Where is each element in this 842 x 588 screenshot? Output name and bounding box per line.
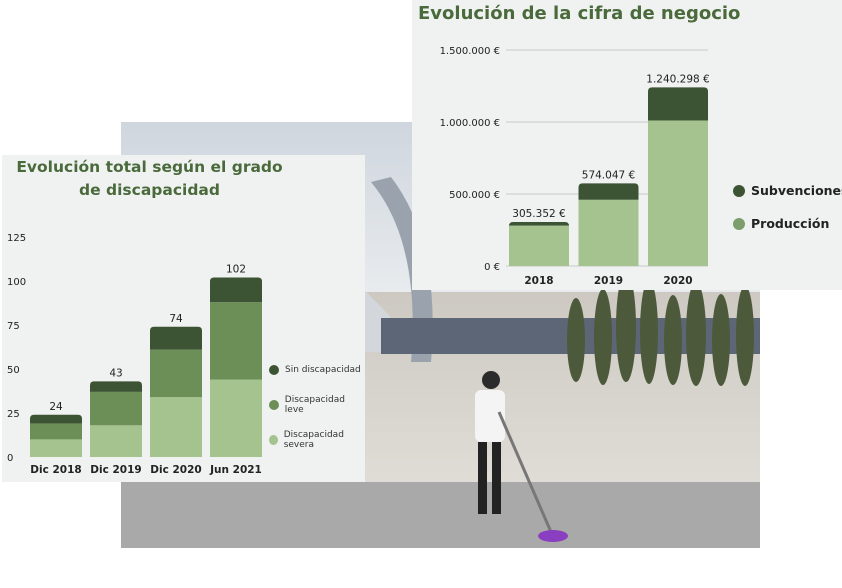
chart-title: Evolución total según el grado de discap… xyxy=(2,155,297,202)
y-tick-label: 25 xyxy=(7,409,20,420)
legend-label: Producción xyxy=(751,216,830,231)
y-tick-label: 50 xyxy=(7,365,20,376)
legend-swatch-light xyxy=(733,217,745,230)
bar-segment-discapacidad-severa xyxy=(90,425,142,457)
bar-segment-producción xyxy=(509,225,569,266)
x-category-label: Dic 2020 xyxy=(150,464,201,476)
legend-swatch-light xyxy=(269,434,278,445)
chart-legend: Sin discapacidad Discapacidad leve Disca… xyxy=(269,361,365,466)
total-data-label: 43 xyxy=(109,367,122,379)
legend-label: Subvenciones xyxy=(751,183,842,198)
bar-segment-discapacidad-severa xyxy=(210,379,262,457)
total-data-label: 102 xyxy=(226,263,246,275)
bar-segment-sin-discapacidad xyxy=(210,277,262,303)
total-data-label: 24 xyxy=(49,401,63,413)
y-tick-label: 100 xyxy=(7,277,26,288)
bar-segment-producción xyxy=(648,120,708,266)
revenue-chart-panel: Evolución de la cifra de negocio 0 € 500.… xyxy=(412,0,842,290)
legend-label: Sin discapacidad xyxy=(285,364,361,375)
cypress-trees xyxy=(567,272,754,386)
y-tick-label: 500.000 € xyxy=(449,190,500,201)
bar-segment-discapacidad-leve xyxy=(30,423,82,440)
chart-title-line-2: de discapacidad xyxy=(79,181,220,199)
x-category-label: 2019 xyxy=(594,275,623,287)
disability-chart-panel: Evolución total según el grado de discap… xyxy=(2,155,365,482)
bar-segment-subvenciones xyxy=(648,87,708,121)
total-data-label: 74 xyxy=(169,313,183,325)
bar-segment-sin-discapacidad xyxy=(30,414,82,424)
legend-item-produccion: Producción xyxy=(733,215,842,232)
y-tick-label: 1.500.000 € xyxy=(440,46,500,57)
legend-swatch-dark xyxy=(269,364,279,375)
chart-title-line-1: Evolución total según el grado xyxy=(16,158,283,176)
total-data-label: 305.352 € xyxy=(512,208,565,220)
y-tick-label: 0 xyxy=(7,453,13,464)
disability-chart: 0 25 50 75 100 125 24 Dic 2018 43 Dic 2019 74 Dic 2… xyxy=(7,233,262,476)
x-category-label: Dic 2019 xyxy=(90,464,141,476)
legend-swatch-dark xyxy=(733,184,745,197)
legend-label: Discapacidad severa xyxy=(283,429,344,450)
bar-segment-subvenciones xyxy=(509,222,569,227)
y-tick-label: 0 € xyxy=(484,262,500,273)
bar-segment-sin-discapacidad xyxy=(150,326,202,350)
y-tick-label: 125 xyxy=(7,233,26,244)
y-tick-label: 1.000.000 € xyxy=(440,118,500,129)
y-tick-label: 75 xyxy=(7,321,20,332)
bar-segment-subvenciones xyxy=(578,183,639,200)
legend-label: Discapacidad leve xyxy=(284,394,345,415)
building-arch-shape xyxy=(371,177,433,362)
x-category-label: Dic 2018 xyxy=(30,464,81,476)
total-data-label: 1.240.298 € xyxy=(646,73,709,85)
legend-item-discapacidad-leve: Discapacidad leve xyxy=(269,394,365,415)
worker-figure xyxy=(475,371,568,542)
bar-segment-discapacidad-leve xyxy=(210,302,262,380)
bar-segment-discapacidad-severa xyxy=(150,397,202,457)
bar-segment-discapacidad-leve xyxy=(150,349,202,398)
chart-legend: Subvenciones Producción xyxy=(733,182,842,248)
x-category-label: 2020 xyxy=(663,275,692,287)
legend-item-subvenciones: Subvenciones xyxy=(733,182,842,199)
x-category-label: Jun 2021 xyxy=(209,464,262,476)
bar-segment-discapacidad-leve xyxy=(90,391,142,426)
bar-segment-discapacidad-severa xyxy=(30,439,82,457)
total-data-label: 574.047 € xyxy=(582,169,635,181)
x-category-label: 2018 xyxy=(524,275,553,287)
legend-item-sin-discapacidad: Sin discapacidad xyxy=(269,361,365,378)
legend-item-discapacidad-severa: Discapacidad severa xyxy=(269,429,365,450)
solar-panels xyxy=(121,482,760,548)
revenue-chart: 0 € 500.000 € 1.000.000 € 1.500.000 € 305.35… xyxy=(440,46,710,287)
bar-segment-sin-discapacidad xyxy=(90,381,142,392)
bar-segment-producción xyxy=(578,199,639,266)
legend-swatch-medium xyxy=(269,399,279,410)
chart-title: Evolución de la cifra de negocio xyxy=(418,3,741,24)
